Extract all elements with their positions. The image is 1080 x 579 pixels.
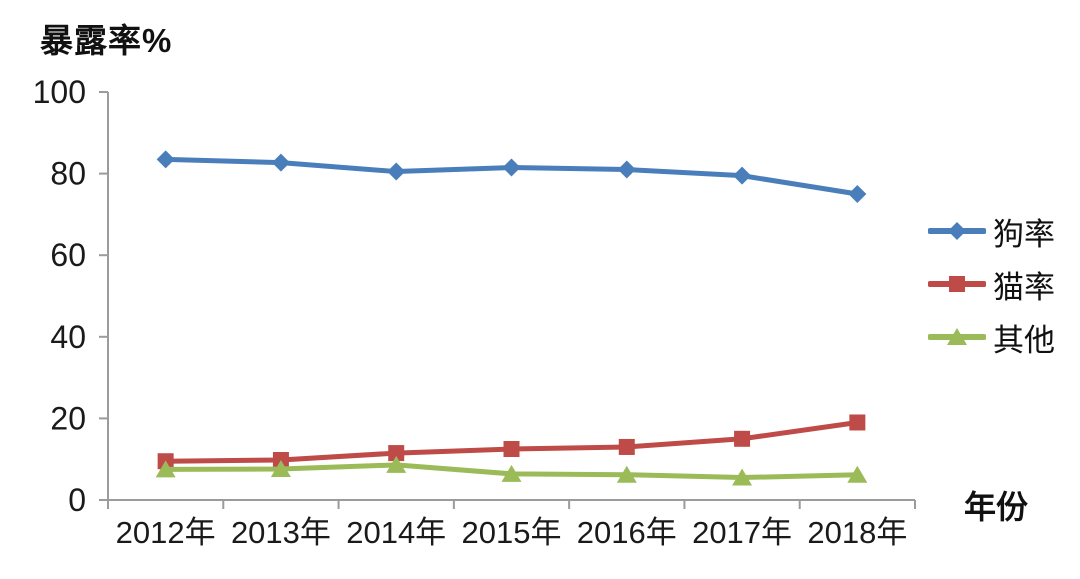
x-tick-label: 2017年 xyxy=(692,515,792,550)
diamond-marker xyxy=(271,153,290,172)
triangle-marker xyxy=(386,455,407,473)
triangle-marker xyxy=(847,465,868,483)
diamond-marker xyxy=(948,222,966,240)
legend-item-other: 其他 xyxy=(928,316,1055,358)
legend-label-cat: 猫率 xyxy=(993,269,1055,305)
square-marker xyxy=(388,445,405,462)
y-tick-label: 20 xyxy=(50,400,86,436)
y-tick-label: 80 xyxy=(50,156,86,192)
square-marker xyxy=(849,414,866,431)
triangle-marker xyxy=(155,460,176,478)
triangle-marker xyxy=(732,468,753,486)
triangle-marker xyxy=(270,459,291,477)
triangle-marker xyxy=(616,465,637,483)
x-tick-label: 2015年 xyxy=(462,515,562,550)
y-tick-label: 40 xyxy=(50,319,86,355)
y-tick-label: 100 xyxy=(33,74,86,110)
square-marker xyxy=(949,276,965,292)
y-tick-label: 0 xyxy=(68,482,86,518)
diamond-marker xyxy=(848,185,867,203)
legend: 狗率 猫率 其他 xyxy=(928,210,1055,358)
dog-series-swatch-icon xyxy=(928,222,986,240)
legend-label-other: 其他 xyxy=(993,322,1055,358)
x-tick-label: 2012年 xyxy=(116,515,216,550)
x-axis-title: 年份 xyxy=(964,489,1029,525)
legend-item-dog: 狗率 xyxy=(928,210,1055,252)
legend-label-dog: 狗率 xyxy=(993,216,1055,252)
square-marker xyxy=(503,441,520,457)
legend-item-cat: 猫率 xyxy=(928,263,1055,305)
y-tick-label: 60 xyxy=(50,237,86,273)
triangle-marker xyxy=(501,464,522,482)
diamond-marker xyxy=(387,162,406,181)
x-tick-label: 2016年 xyxy=(577,515,677,550)
other-series-swatch-icon xyxy=(928,328,986,345)
diamond-marker xyxy=(733,166,752,185)
x-tick-label: 2013年 xyxy=(231,515,331,550)
diamond-marker xyxy=(502,158,521,177)
square-marker xyxy=(618,438,635,455)
cat-series-swatch-icon xyxy=(928,276,986,292)
x-tick-label: 2018年 xyxy=(807,515,907,550)
y-axis-title: 暴露率% xyxy=(40,22,173,59)
triangle-marker xyxy=(947,328,967,345)
x-tick-label: 2014年 xyxy=(346,515,446,550)
diamond-marker xyxy=(156,150,175,169)
square-marker xyxy=(734,430,751,447)
diamond-marker xyxy=(617,160,636,179)
